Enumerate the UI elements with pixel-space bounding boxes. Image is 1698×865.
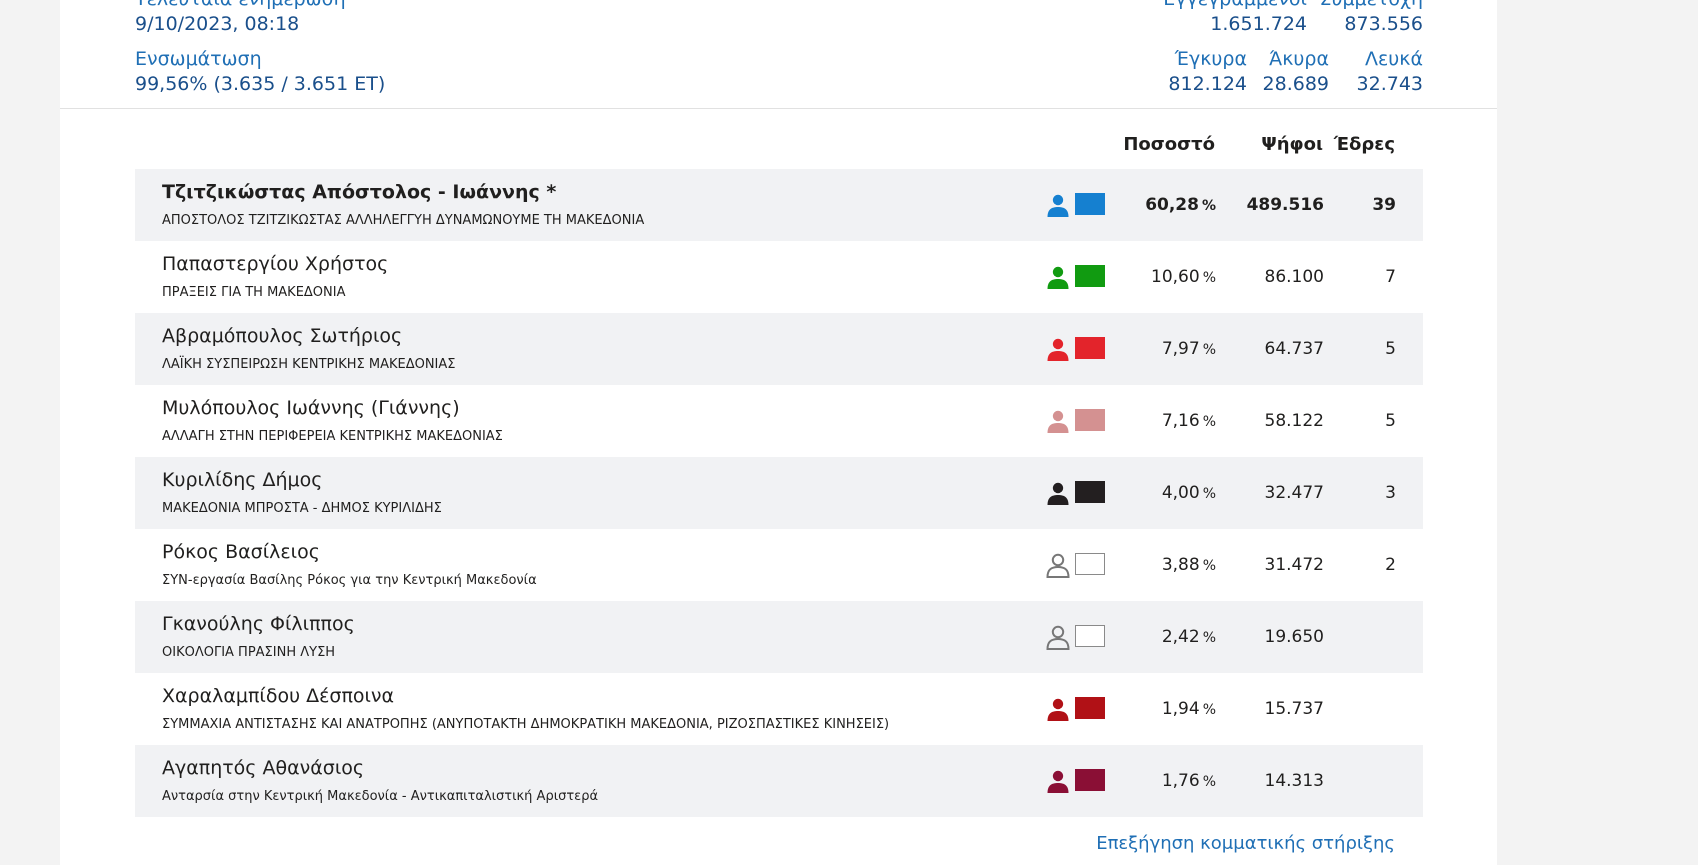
party-name: ΑΛΛΑΓΗ ΣΤΗΝ ΠΕΡΙΦΕΡΕΙΑ ΚΕΝΤΡΙΚΗΣ ΜΑΚΕΔΟΝ…: [162, 429, 503, 444]
person-icon: [1047, 410, 1069, 433]
person-icon: [1046, 625, 1070, 650]
person-icon: [1047, 770, 1069, 793]
vote-count: 32.477: [1264, 483, 1324, 503]
person-icon: [1047, 338, 1069, 361]
invalid-label: Άκυρα: [1269, 48, 1329, 70]
seat-count: 39: [1372, 195, 1396, 215]
candidate-name[interactable]: Τζιτζικώστας Απόστολος - Ιωάννης *: [162, 181, 557, 203]
blank-value: 32.743: [1356, 73, 1423, 95]
percent-symbol: %: [1202, 342, 1216, 358]
vote-count: 31.472: [1264, 555, 1324, 575]
percent-symbol: %: [1202, 774, 1216, 790]
percent-symbol: %: [1202, 702, 1216, 718]
party-support-explanation-link[interactable]: Επεξήγηση κομματικής στήριξης: [1096, 833, 1395, 854]
candidate-row[interactable]: Κυριλίδης Δήμος ΜΑΚΕΔΟΝΙΑ ΜΠΡΟΣΤΑ - ΔΗΜΟΣ…: [135, 457, 1423, 529]
seats-column-header: Έδρες: [1333, 134, 1395, 155]
vote-count: 15.737: [1264, 699, 1324, 719]
percent-symbol: %: [1201, 198, 1216, 214]
seat-count: 7: [1385, 267, 1396, 287]
vote-count: 19.650: [1264, 627, 1324, 647]
party-color-swatch: [1075, 337, 1105, 359]
candidate-row[interactable]: Αγαπητός Αθανάσιος Ανταρσία στην Κεντρική…: [135, 745, 1423, 817]
party-color-swatch: [1075, 553, 1105, 575]
party-name: Ανταρσία στην Κεντρική Μακεδονία - Αντικ…: [162, 789, 599, 804]
vote-count: 86.100: [1264, 267, 1324, 287]
candidate-name[interactable]: Χαραλαμπίδου Δέσποινα: [162, 685, 395, 707]
vote-count: 489.516: [1246, 195, 1324, 215]
person-icon: [1047, 194, 1069, 217]
candidate-row[interactable]: Αβραμόπουλος Σωτήριος ΛΑΪΚΗ ΣΥΣΠΕΙΡΩΣΗ ΚΕ…: [135, 313, 1423, 385]
last-update-value: 9/10/2023, 08:18: [135, 13, 300, 35]
candidate-name[interactable]: Γκανούλης Φίλιππος: [162, 613, 355, 635]
candidate-name[interactable]: Αγαπητός Αθανάσιος: [162, 757, 365, 779]
vote-percentage: 7,97%: [1161, 339, 1216, 359]
candidate-row[interactable]: Γκανούλης Φίλιππος ΟΙΚΟΛΟΓΙΑ ΠΡΑΣΙΝΗ ΛΥΣΗ…: [135, 601, 1423, 673]
party-color-swatch: [1075, 625, 1105, 647]
candidate-name[interactable]: Παπαστεργίου Χρήστος: [162, 253, 389, 275]
candidate-row[interactable]: Χαραλαμπίδου Δέσποινα ΣΥΜΜΑΧΙΑ ΑΝΤΙΣΤΑΣΗΣ…: [135, 673, 1423, 745]
candidate-name[interactable]: Μυλόπουλος Ιωάννης (Γιάννης): [162, 397, 460, 419]
seat-count: 5: [1385, 339, 1396, 359]
party-name: ΟΙΚΟΛΟΓΙΑ ΠΡΑΣΙΝΗ ΛΥΣΗ: [162, 645, 336, 660]
person-icon: [1047, 482, 1069, 505]
valid-label: Έγκυρα: [1174, 48, 1247, 70]
vote-percentage: 7,16%: [1161, 411, 1216, 431]
candidate-name[interactable]: Ρόκος Βασίλειος: [162, 541, 320, 563]
candidate-name[interactable]: Κυριλίδης Δήμος: [162, 469, 323, 491]
vote-percentage: 60,28%: [1145, 195, 1216, 215]
last-update-label: Τελευταία ενημέρωση: [135, 0, 346, 10]
results-card: Τελευταία ενημέρωση 9/10/2023, 08:18 Ενσ…: [60, 0, 1497, 865]
integration-value: 99,56% (3.635 / 3.651 ΕΤ): [135, 73, 386, 95]
candidate-row[interactable]: Ρόκος Βασίλειος ΣΥΝ-εργασία Βασίλης Ρόκος…: [135, 529, 1423, 601]
percent-column-header: Ποσοστό: [1123, 134, 1215, 155]
party-color-swatch: [1075, 265, 1105, 287]
party-name: ΛΑΪΚΗ ΣΥΣΠΕΙΡΩΣΗ ΚΕΝΤΡΙΚΗΣ ΜΑΚΕΔΟΝΙΑΣ: [162, 357, 456, 372]
blank-label: Λευκά: [1365, 48, 1423, 70]
percent-symbol: %: [1202, 558, 1216, 574]
percent-symbol: %: [1202, 270, 1216, 286]
vote-percentage: 3,88%: [1161, 555, 1216, 575]
party-name: ΣΥΝ-εργασία Βασίλης Ρόκος για την Κεντρι…: [162, 573, 537, 588]
registered-label: Εγγεγραμμένοι: [1163, 0, 1307, 10]
vote-percentage: 1,76%: [1161, 771, 1216, 791]
candidate-row[interactable]: Τζιτζικώστας Απόστολος - Ιωάννης * ΑΠΟΣΤΟ…: [135, 169, 1423, 241]
party-name: ΣΥΜΜΑΧΙΑ ΑΝΤΙΣΤΑΣΗΣ ΚΑΙ ΑΝΑΤΡΟΠΗΣ (ΑΝΥΠΟ…: [162, 717, 890, 732]
vote-percentage: 1,94%: [1161, 699, 1216, 719]
candidate-row[interactable]: Μυλόπουλος Ιωάννης (Γιάννης) ΑΛΛΑΓΗ ΣΤΗΝ …: [135, 385, 1423, 457]
party-color-swatch: [1075, 409, 1105, 431]
seat-count: 3: [1385, 483, 1396, 503]
party-color-swatch: [1075, 481, 1105, 503]
party-color-swatch: [1075, 769, 1105, 791]
party-name: ΜΑΚΕΔΟΝΙΑ ΜΠΡΟΣΤΑ - ΔΗΜΟΣ ΚΥΡΙΛΙΔΗΣ: [162, 501, 442, 516]
candidate-name[interactable]: Αβραμόπουλος Σωτήριος: [162, 325, 403, 347]
summary-panel: Τελευταία ενημέρωση 9/10/2023, 08:18 Ενσ…: [60, 0, 1497, 109]
seat-count: 5: [1385, 411, 1396, 431]
percent-symbol: %: [1202, 414, 1216, 430]
vote-percentage: 2,42%: [1161, 627, 1216, 647]
vote-percentage: 4,00%: [1161, 483, 1216, 503]
percent-symbol: %: [1202, 630, 1216, 646]
votes-column-header: Ψήφοι: [1261, 134, 1323, 155]
turnout-label: Συμμετοχή: [1319, 0, 1423, 10]
seat-count: 2: [1385, 555, 1396, 575]
integration-label: Ενσωμάτωση: [135, 48, 262, 70]
results-table: Τζιτζικώστας Απόστολος - Ιωάννης * ΑΠΟΣΤΟ…: [135, 169, 1423, 817]
percent-symbol: %: [1202, 486, 1216, 502]
registered-value: 1.651.724: [1210, 13, 1307, 35]
vote-percentage: 10,60%: [1151, 267, 1216, 287]
valid-value: 812.124: [1168, 73, 1247, 95]
person-icon: [1047, 266, 1069, 289]
party-name: ΑΠΟΣΤΟΛΟΣ ΤΖΙΤΖΙΚΩΣΤΑΣ ΑΛΛΗΛΕΓΓΥΗ ΔΥΝΑΜΩ…: [162, 213, 645, 228]
person-icon: [1047, 698, 1069, 721]
party-name: ΠΡΑΞΕΙΣ ΓΙΑ ΤΗ ΜΑΚΕΔΟΝΙΑ: [162, 285, 346, 300]
vote-count: 58.122: [1264, 411, 1324, 431]
vote-count: 14.313: [1264, 771, 1324, 791]
party-color-swatch: [1075, 697, 1105, 719]
turnout-value: 873.556: [1344, 13, 1423, 35]
candidate-row[interactable]: Παπαστεργίου Χρήστος ΠΡΑΞΕΙΣ ΓΙΑ ΤΗ ΜΑΚΕΔ…: [135, 241, 1423, 313]
invalid-value: 28.689: [1262, 73, 1329, 95]
party-color-swatch: [1075, 193, 1105, 215]
vote-count: 64.737: [1264, 339, 1324, 359]
person-icon: [1046, 553, 1070, 578]
